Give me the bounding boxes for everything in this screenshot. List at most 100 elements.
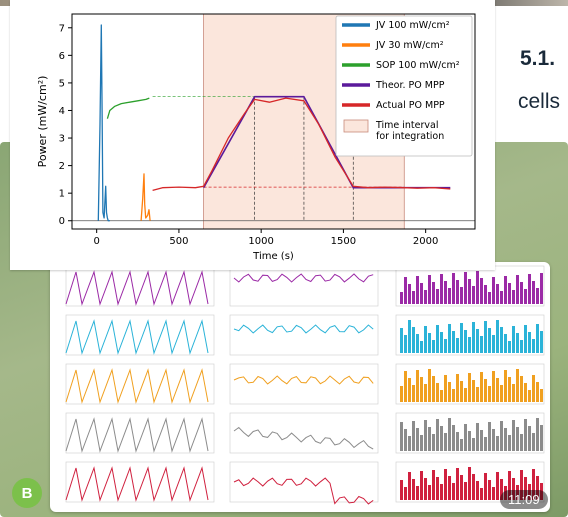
grid-bar-0-19 [476,271,479,304]
grid-bar-1-35 [540,331,543,353]
grid-bar-3-2 [408,436,411,451]
grid-bar-3-14 [456,432,459,451]
grid-bar-4-20 [480,488,483,500]
grid-bar-4-34 [536,476,539,500]
grid-bar-0-12 [448,288,451,304]
grid-bar-3-12 [448,418,451,451]
grid-bar-2-27 [508,377,511,402]
grid-bar-0-9 [436,289,439,304]
y-tick-label-4: 4 [59,106,65,117]
grid-bar-1-25 [500,327,503,353]
grid-bar-3-30 [520,434,523,451]
grid-bar-4-33 [532,469,535,500]
grid-bar-2-19 [476,387,479,402]
grid-bar-2-11 [444,375,447,402]
grid-wave-1 [65,319,209,355]
grid-bar-2-15 [460,381,463,402]
grid-bar-1-3 [412,327,415,353]
grid-bar-1-24 [496,320,499,353]
y-tick-label-7: 7 [59,23,65,34]
grid-bar-0-21 [484,285,487,304]
grid-bar-3-19 [476,423,479,451]
avatar[interactable]: B [12,478,42,508]
grid-bar-0-6 [424,290,427,304]
grid-bar-1-26 [504,334,507,353]
grid-bar-2-25 [500,385,503,402]
grid-cell-2-1 [229,363,379,405]
grid-wave-3 [65,417,209,453]
grid-bar-3-35 [540,425,543,451]
grid-wave-2 [65,368,209,404]
grid-bar-2-31 [524,383,527,402]
grid-bar-1-7 [428,333,431,353]
grid-bar-3-24 [496,436,499,451]
grid-bar-4-35 [540,483,543,500]
grid-bar-3-34 [536,418,539,451]
grid-bar-2-0 [400,386,403,402]
grid-bar-2-4 [416,370,419,402]
grid-bar-1-14 [456,338,459,353]
grid-bar-4-32 [528,484,531,500]
grid-bar-4-27 [508,471,511,500]
message-timestamp: 11:09 [500,490,548,509]
grid-bar-4-7 [428,485,431,500]
grid-bar-1-19 [476,329,479,353]
grid-bar-3-20 [480,430,483,451]
grid-bar-3-18 [472,438,475,451]
grid-bar-1-34 [536,324,539,353]
grid-bar-3-8 [432,434,435,451]
grid-bar-3-0 [400,422,403,451]
grid-bar-1-1 [404,335,407,353]
grid-bar-0-2 [408,284,411,304]
grid-bar-2-32 [528,390,531,402]
grid-bar-2-18 [472,380,475,402]
grid-bar-0-5 [420,283,423,304]
series-line-jv100 [97,24,110,222]
grid-bar-3-25 [500,421,503,451]
grid-bar-4-10 [440,484,443,500]
grid-bar-0-18 [472,286,475,304]
grid-bar-4-22 [488,480,491,500]
grid-bar-2-13 [452,389,455,402]
grid-bar-4-19 [476,481,479,500]
grid-bar-2-28 [512,384,515,402]
grid-bar-0-35 [540,273,543,304]
grid-bar-3-9 [436,419,439,451]
grid-bar-2-34 [536,382,539,402]
grid-bar-4-24 [496,472,499,500]
grid-bar-4-28 [512,478,515,500]
grid-bar-0-16 [464,272,467,304]
grid-trace-3 [233,426,374,450]
grid-bar-0-28 [512,290,515,304]
y-tick-label-0: 0 [59,216,65,227]
x-tick-label-2000: 2000 [413,236,438,247]
grid-bar-0-20 [480,278,483,304]
x-tick-label-1000: 1000 [248,236,273,247]
grid-bar-3-13 [452,425,455,451]
grid-bar-4-11 [444,469,447,500]
grid-bar-1-0 [400,328,403,353]
grid-bar-3-21 [484,437,487,451]
grid-bar-0-10 [440,274,443,304]
grid-bar-0-4 [416,276,419,304]
grid-bar-4-12 [448,476,451,500]
x-tick-label-500: 500 [169,236,188,247]
grid-bar-4-5 [420,471,423,500]
grid-bar-1-18 [472,322,475,353]
grid-bar-2-26 [504,370,507,402]
grid-bar-4-1 [404,487,407,500]
grid-bar-2-9 [436,383,439,402]
legend-label-2: SOP 100 mW/cm² [376,60,460,71]
grid-bar-4-26 [504,486,507,500]
grid-bar-1-9 [436,325,439,353]
grid-bar-1-29 [516,333,519,353]
legend-label-4: Actual PO MPP [376,100,445,111]
grid-bar-0-11 [444,281,447,304]
grid-bar-3-15 [460,439,463,451]
grid-bar-2-14 [456,374,459,402]
grid-bar-1-23 [492,335,495,353]
grid-bar-2-7 [428,369,431,402]
grid-trace-0 [233,273,374,283]
grid-bar-0-22 [488,292,491,304]
y-tick-label-1: 1 [59,189,65,200]
